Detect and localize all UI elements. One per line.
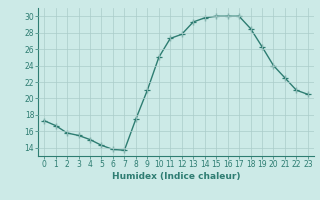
X-axis label: Humidex (Indice chaleur): Humidex (Indice chaleur) — [112, 172, 240, 181]
